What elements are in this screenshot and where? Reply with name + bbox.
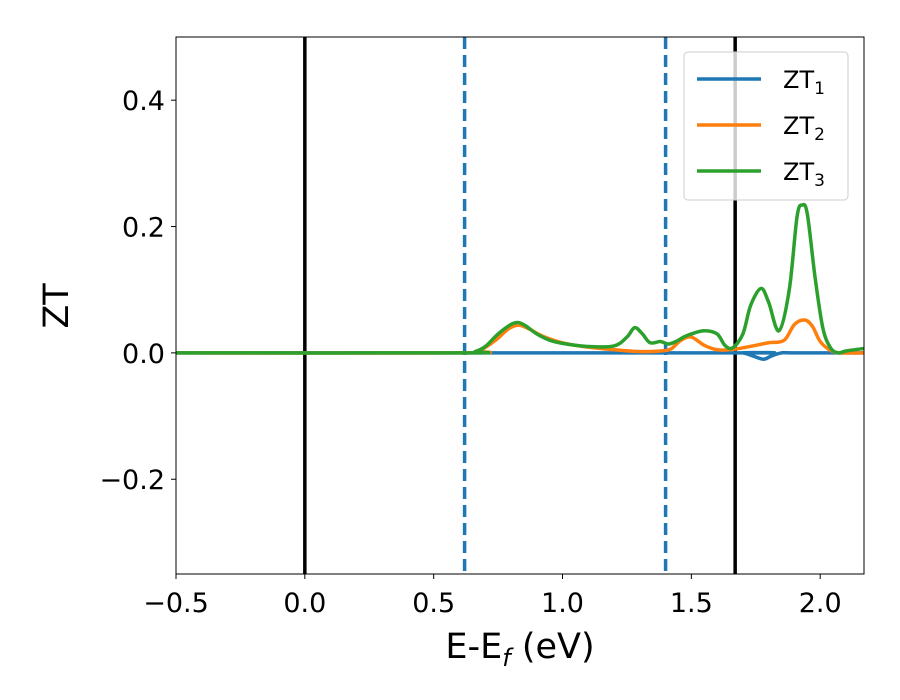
legend: ZT1 ZT2 ZT3 bbox=[683, 51, 849, 201]
x-tick-label: 0.5 bbox=[412, 588, 455, 619]
y-tick-label: −0.2 bbox=[99, 465, 165, 496]
series-line-zt3 bbox=[176, 202, 864, 355]
x-tick-label: 1.0 bbox=[541, 588, 584, 619]
series-line-zt1 bbox=[176, 350, 864, 361]
legend-items: ZT1 ZT2 ZT3 bbox=[697, 66, 825, 191]
plot-frame bbox=[175, 36, 865, 575]
legend-label-zt2: ZT2 bbox=[783, 112, 825, 145]
x-axis-title: E-Ef (eV) bbox=[445, 627, 594, 672]
x-tick-label: 0.0 bbox=[283, 588, 326, 619]
x-axis: −0.5 0.0 0.5 1.0 1.5 2.0 bbox=[143, 574, 842, 619]
legend-label-zt3: ZT3 bbox=[783, 158, 825, 191]
y-tick-label: 0.2 bbox=[122, 213, 165, 244]
legend-box bbox=[683, 51, 849, 201]
x-tick-label: −0.5 bbox=[143, 588, 209, 619]
series-layer bbox=[176, 202, 864, 361]
y-tick-label: 0.0 bbox=[122, 339, 165, 370]
x-tick-label: 2.0 bbox=[799, 588, 842, 619]
x-tick-label: 1.5 bbox=[670, 588, 713, 619]
y-tick-label: 0.4 bbox=[122, 86, 165, 117]
y-axis: −0.2 0.0 0.2 0.4 bbox=[99, 86, 176, 496]
y-axis-title: ZT bbox=[37, 283, 77, 329]
legend-label-zt1: ZT1 bbox=[783, 66, 825, 99]
